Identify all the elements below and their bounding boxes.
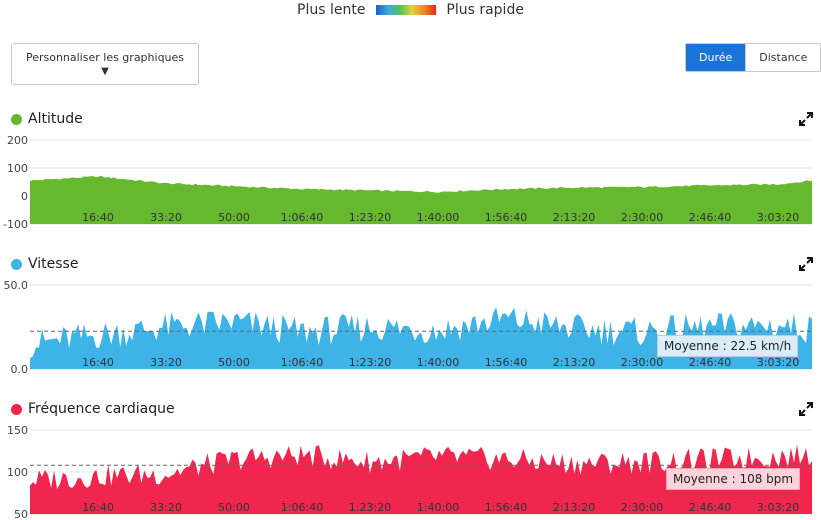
x-tick-label: 1:23:20 (349, 501, 391, 514)
y-tick-label: 150 (7, 424, 28, 437)
expand-icon[interactable] (799, 112, 813, 126)
y-tick-label: 200 (7, 134, 28, 147)
x-tick-label: 2:13:20 (553, 501, 595, 514)
y-tick-label: 50 (14, 508, 28, 520)
legend-slow-label: Plus lente (297, 2, 366, 18)
heart-rate-average-label: Moyenne : 108 bpm (666, 468, 801, 490)
altitude-title: Altitude (11, 111, 83, 127)
speed-gradient-swatch (375, 5, 436, 15)
legend-fast-label: Plus rapide (446, 2, 524, 18)
x-tick-label: 1:56:40 (485, 501, 527, 514)
x-tick-label: 3:03:20 (757, 356, 799, 369)
x-tick-label: 50:00 (218, 356, 250, 369)
heart-rate-title: Fréquence cardiaque (11, 401, 175, 417)
y-tick-label: -100 (3, 218, 28, 231)
speed-chart: 50.0 0.0 16:40 33:20 50:00 1:06:40 1:23:20 1:40… (4, 279, 812, 376)
x-tick-label: 1:56:40 (485, 211, 527, 224)
x-tick-label: 2:30:00 (621, 501, 663, 514)
expand-icon[interactable] (799, 402, 813, 416)
x-tick-label: 2:46:40 (689, 356, 731, 369)
x-tick-label: 16:40 (82, 501, 114, 514)
speed-title: Vitesse (11, 256, 78, 272)
heart-rate-color-dot (11, 403, 22, 415)
x-tick-label: 16:40 (82, 211, 114, 224)
x-tick-label: 2:13:20 (553, 356, 595, 369)
x-tick-label: 16:40 (82, 356, 114, 369)
chevron-down-icon: ▼ (101, 66, 109, 77)
heart-rate-title-text: Fréquence cardiaque (28, 401, 175, 417)
area-series (30, 307, 812, 369)
x-tick-label: 1:23:20 (349, 356, 391, 369)
speed-title-text: Vitesse (28, 256, 79, 272)
x-tick-label: 1:06:40 (281, 356, 323, 369)
x-tick-label: 50:00 (218, 211, 250, 224)
speed-average-label: Moyenne : 22.5 km/h (657, 335, 799, 357)
expand-icon[interactable] (799, 257, 813, 271)
duration-toggle-button[interactable]: Durée (686, 44, 746, 71)
x-tick-label: 2:30:00 (621, 211, 663, 224)
x-tick-label: 1:40:00 (417, 356, 459, 369)
x-tick-label: 1:40:00 (417, 501, 459, 514)
x-tick-label: 2:30:00 (621, 356, 663, 369)
speed-color-dot (11, 258, 22, 270)
altitude-chart: 200 100 0 -100 16:40 33:20 50:00 1:06:40 1:23:20… (3, 134, 812, 231)
customize-charts-button[interactable]: Personnaliser les graphiques ▼ (11, 43, 199, 85)
x-tick-label: 33:20 (150, 501, 182, 514)
axis-mode-toggle: Durée Distance (685, 43, 821, 72)
x-tick-label: 3:03:20 (757, 211, 799, 224)
x-tick-label: 2:13:20 (553, 211, 595, 224)
x-tick-label: 1:40:00 (417, 211, 459, 224)
area-series (30, 444, 812, 514)
x-tick-label: 2:46:40 (689, 501, 731, 514)
customize-charts-label: Personnaliser les graphiques (25, 51, 185, 64)
speed-color-legend: Plus lente Plus rapide (0, 2, 821, 20)
x-tick-label: 1:56:40 (485, 356, 527, 369)
altitude-title-text: Altitude (28, 111, 83, 127)
distance-toggle-button[interactable]: Distance (745, 44, 821, 71)
x-tick-label: 1:06:40 (281, 501, 323, 514)
x-tick-label: 2:46:40 (689, 211, 731, 224)
x-tick-label: 33:20 (150, 211, 182, 224)
y-tick-label: 100 (7, 466, 28, 479)
heart-rate-chart: 150 100 50 16:40 33:20 50:00 1:06:40 1:23:20 1:4… (7, 424, 812, 520)
x-tick-label: 1:23:20 (349, 211, 391, 224)
y-tick-label: 100 (7, 162, 28, 175)
x-tick-label: 3:03:20 (757, 501, 799, 514)
x-tick-label: 1:06:40 (281, 211, 323, 224)
y-tick-label: 0.0 (11, 363, 29, 376)
y-tick-label: 0 (21, 190, 28, 203)
area-series (30, 176, 812, 224)
x-tick-label: 33:20 (150, 356, 182, 369)
altitude-color-dot (11, 113, 22, 125)
x-tick-label: 50:00 (218, 501, 250, 514)
y-tick-label: 50.0 (4, 279, 29, 292)
